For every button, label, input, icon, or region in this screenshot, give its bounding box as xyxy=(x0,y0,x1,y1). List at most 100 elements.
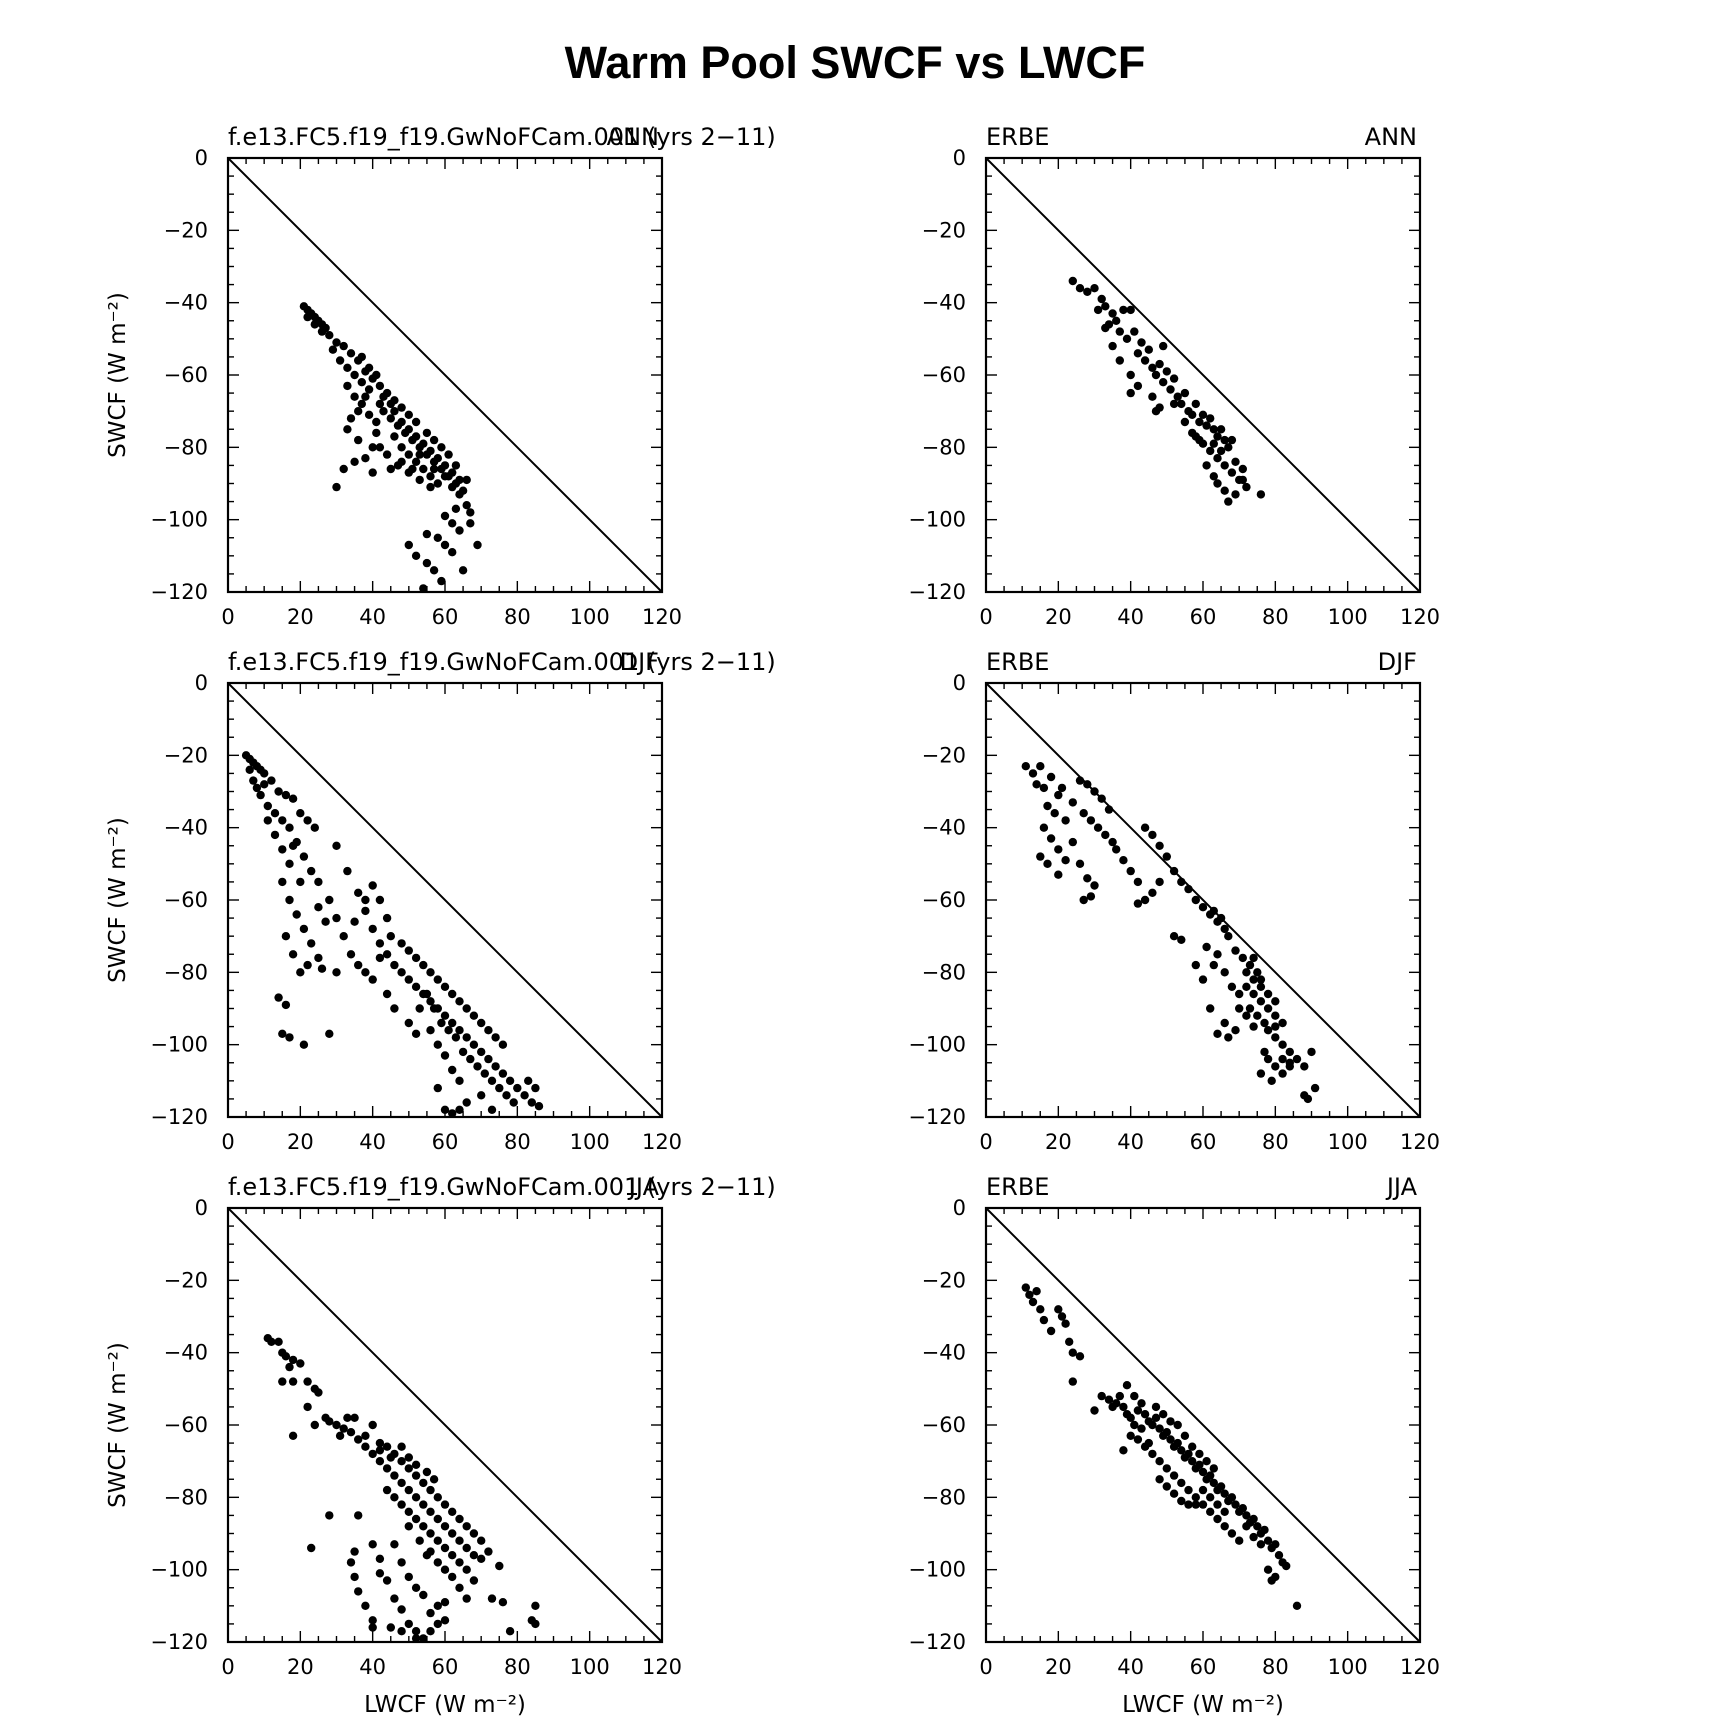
data-point xyxy=(1278,1040,1287,1049)
data-point xyxy=(426,1507,435,1517)
data-point xyxy=(346,1428,356,1437)
data-point xyxy=(274,993,283,1002)
y-axis: 0 −20 −40 −60 −80 −100 −120 xyxy=(150,671,662,1129)
data-point xyxy=(419,584,428,593)
data-point xyxy=(455,1583,464,1593)
data-point xyxy=(1271,1011,1280,1020)
data-point xyxy=(1307,1047,1316,1057)
data-point xyxy=(1188,1457,1197,1466)
data-point xyxy=(288,1355,298,1365)
data-point xyxy=(1166,1417,1175,1426)
data-point xyxy=(1173,1438,1182,1448)
data-point xyxy=(390,1594,399,1603)
data-point xyxy=(411,982,421,991)
data-point xyxy=(256,790,265,800)
data-point xyxy=(419,1522,428,1531)
data-point xyxy=(1054,870,1063,879)
data-point xyxy=(372,428,381,438)
data-point xyxy=(1224,932,1233,941)
data-point xyxy=(270,809,280,818)
data-point xyxy=(1115,356,1125,365)
data-point xyxy=(1263,989,1273,999)
y-axis-title: SWCF (W m⁻²) xyxy=(105,1342,131,1508)
x-axis: 0 20 40 60 80 100 120 xyxy=(979,158,1440,629)
data-point xyxy=(1206,1004,1215,1013)
data-point xyxy=(299,1040,309,1049)
data-point xyxy=(368,468,377,477)
data-point xyxy=(1162,367,1172,376)
data-point xyxy=(455,1105,464,1115)
data-point xyxy=(1263,1054,1273,1064)
data-point xyxy=(390,1540,399,1549)
data-point xyxy=(1198,1485,1208,1495)
y-tick-label: −80 xyxy=(164,1485,208,1509)
data-point xyxy=(1235,989,1244,999)
data-point xyxy=(397,1500,406,1509)
data-point xyxy=(296,877,305,887)
data-point xyxy=(252,783,262,793)
data-point xyxy=(375,399,385,409)
data-point xyxy=(372,370,381,380)
data-point xyxy=(390,1471,399,1480)
data-point xyxy=(440,1105,450,1115)
data-point xyxy=(364,385,374,394)
x-tick-label: 120 xyxy=(1400,1655,1440,1679)
data-point xyxy=(332,841,341,850)
data-point xyxy=(1039,823,1049,832)
data-point xyxy=(1220,924,1229,934)
data-point xyxy=(448,989,457,999)
data-point xyxy=(390,1493,399,1502)
data-point xyxy=(303,1377,312,1386)
data-point xyxy=(1101,323,1110,333)
data-point xyxy=(270,830,280,840)
data-point xyxy=(390,1004,399,1013)
data-point xyxy=(1195,435,1204,445)
data-point xyxy=(1256,1069,1266,1078)
data-point xyxy=(296,1359,305,1368)
data-point xyxy=(1271,997,1280,1006)
data-point xyxy=(1173,392,1182,401)
data-point xyxy=(1260,1047,1269,1057)
data-point xyxy=(361,392,370,401)
x-tick-label: 60 xyxy=(1190,1655,1217,1679)
data-point xyxy=(267,776,276,785)
data-point xyxy=(1130,1420,1139,1430)
data-point xyxy=(1159,1410,1168,1419)
data-point xyxy=(1169,1471,1179,1480)
data-point xyxy=(487,1076,497,1086)
panels: 0 20 40 60 80 100 120 0 −20 −40 −60 −80 −100 −120 f.e1… xyxy=(105,123,1440,1718)
data-point xyxy=(1133,877,1143,887)
figure-title: Warm Pool SWCF vs LWCF xyxy=(565,37,1146,88)
data-point xyxy=(1209,1464,1219,1473)
data-point xyxy=(1169,866,1179,876)
data-point xyxy=(433,1083,442,1093)
data-point xyxy=(382,989,392,999)
x-tick-label: 120 xyxy=(642,1130,682,1154)
data-point xyxy=(1133,899,1143,908)
data-point xyxy=(473,540,482,550)
scatter-points xyxy=(299,302,482,593)
scatter-points xyxy=(263,1334,540,1643)
data-point xyxy=(411,432,421,441)
data-point xyxy=(524,1076,533,1086)
data-point xyxy=(1039,783,1049,793)
data-point xyxy=(1195,417,1204,427)
data-point xyxy=(285,895,294,905)
data-point xyxy=(440,1011,450,1020)
data-point xyxy=(278,877,287,887)
data-point xyxy=(419,1590,428,1600)
data-point xyxy=(462,1543,471,1553)
y-tick-label: −100 xyxy=(908,1033,966,1057)
data-point xyxy=(448,519,457,528)
data-point xyxy=(372,417,381,427)
data-point xyxy=(325,331,334,340)
data-point xyxy=(1032,780,1041,789)
data-point xyxy=(426,1627,435,1636)
data-point xyxy=(1256,975,1266,984)
data-point xyxy=(448,1109,457,1118)
data-point xyxy=(1209,960,1219,970)
scatter-points xyxy=(241,751,544,1118)
data-point xyxy=(1169,399,1179,409)
data-point xyxy=(419,1500,428,1509)
data-point xyxy=(1039,1315,1049,1325)
